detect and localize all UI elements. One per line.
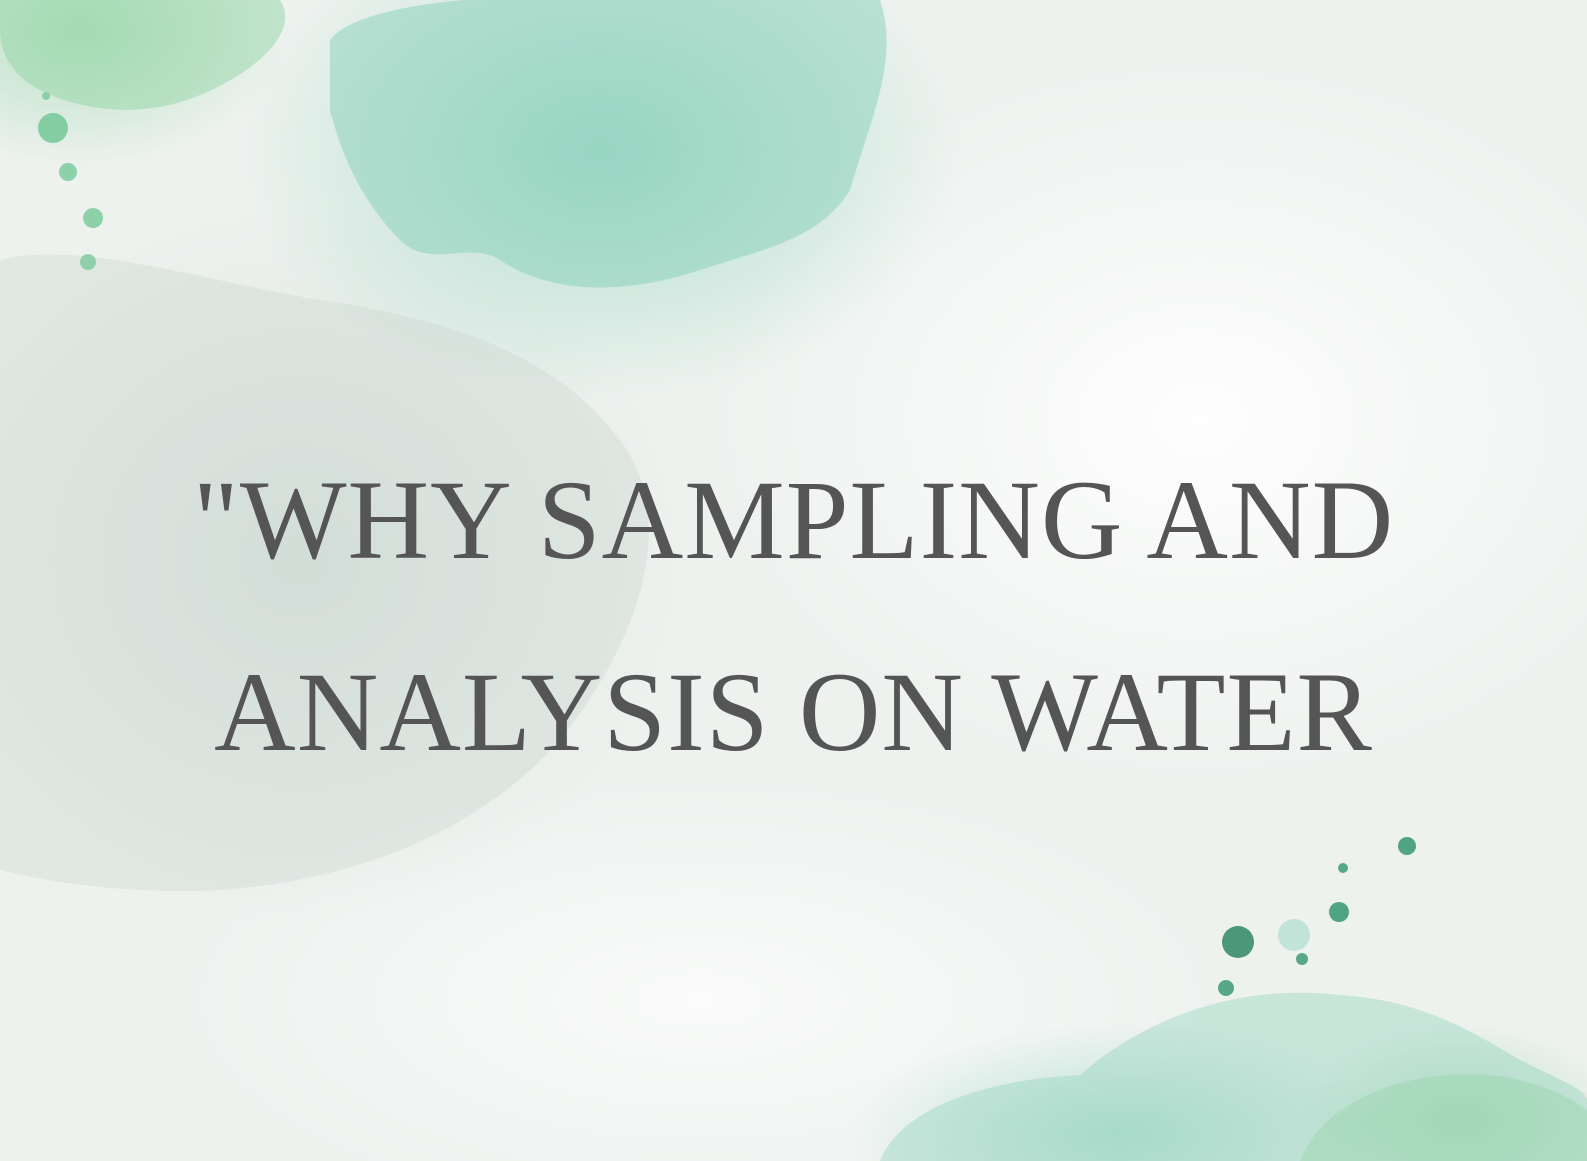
splatter-dot: [59, 163, 77, 181]
slide-title-line-2: ANALYSIS ON WATER: [214, 650, 1373, 775]
splatter-dot: [83, 208, 103, 228]
slide-title: "WHY SAMPLING AND ANALYSIS ON WATER: [60, 425, 1527, 809]
watercolor-blotch-bottom: [880, 992, 1587, 1161]
splatter-dot: [1222, 926, 1254, 958]
splatter-dot: [1338, 863, 1348, 873]
splatter-dot: [1398, 837, 1416, 855]
splatter-dot: [42, 92, 50, 100]
splatter-dot: [1329, 902, 1349, 922]
watercolor-blotch-corner: [0, 0, 286, 110]
watercolor-wash-grey: [0, 254, 649, 891]
watercolor-blotch-bottom-green: [1300, 1074, 1587, 1161]
splatter-dot: [1278, 919, 1310, 951]
splatter-dot: [1296, 953, 1308, 965]
splatter-dot: [80, 254, 96, 270]
watercolor-blotch-top: [330, 0, 887, 288]
splatter-dot: [1218, 980, 1234, 996]
slide-title-line-1: "WHY SAMPLING AND: [192, 458, 1395, 583]
splatter-dot: [38, 113, 68, 143]
